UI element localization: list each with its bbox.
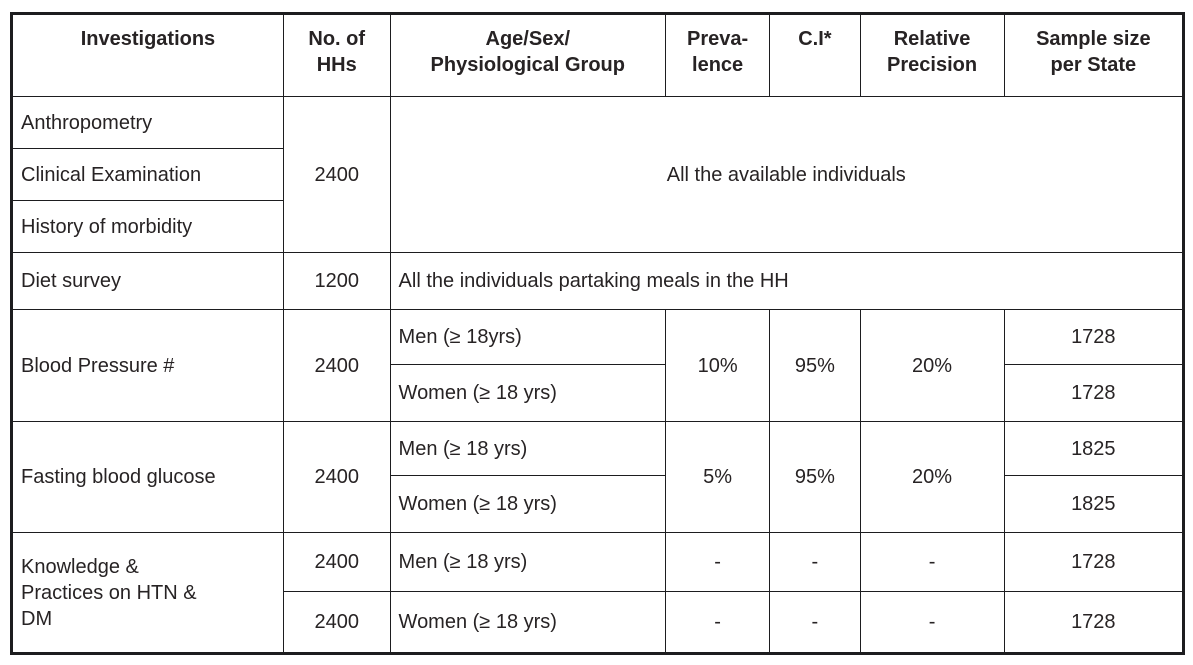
cell-clinical-examination: Clinical Examination (11, 148, 284, 201)
header-row: Investigations No. of HHs Age/Sex/ Physi… (11, 13, 1185, 97)
cell-knowledge-women-sample: 1728 (1003, 591, 1185, 654)
col-header-no-of-hhs: No. of HHs (282, 13, 391, 97)
cell-knowledge-women-relative-precision: - (859, 591, 1005, 654)
cell-knowledge-men-relative-precision: - (859, 532, 1005, 592)
cell-knowledge-women-prevalence: - (664, 591, 771, 654)
cell-fbg-hhs: 2400 (282, 421, 391, 533)
row-history-of-morbidity: History of morbidity (11, 200, 1184, 253)
col-header-relative-precision: Relative Precision (859, 13, 1005, 97)
cell-all-available-note: All the available individuals (389, 96, 1185, 253)
col-header-sample-size: Sample size per State (1003, 13, 1185, 97)
cell-bp-hhs: 2400 (282, 309, 391, 422)
cell-diet-note: All the individuals partaking meals in t… (389, 252, 1185, 310)
col-header-ci: C.I* (769, 13, 861, 97)
cell-knowledge-men-ci: - (769, 532, 861, 592)
cell-bp-women-group: Women (≥ 18 yrs) (389, 364, 666, 422)
row-blood-pressure-men: Blood Pressure # 2400 Men (≥ 18yrs) 10% … (11, 309, 1185, 422)
row-diet-survey: Diet survey 1200 All the individuals par… (11, 252, 1185, 310)
cell-knowledge-men-sample: 1728 (1003, 532, 1185, 592)
row-fasting-glucose-men: Fasting blood glucose 2400 Men (≥ 18 yrs… (11, 421, 1185, 533)
col-header-age-sex-group: Age/Sex/ Physiological Group (389, 13, 666, 97)
cell-bp-men-group: Men (≥ 18yrs) (389, 309, 666, 365)
cell-bp-ci: 95% (769, 309, 861, 422)
cell-fbg-prevalence: 5% (664, 421, 771, 533)
cell-anthropometry: Anthropometry (11, 96, 284, 149)
survey-sampling-table: Investigations No. of HHs Age/Sex/ Physi… (10, 12, 1185, 655)
cell-knowledge-men-prevalence: - (664, 532, 771, 592)
row-clinical-examination: Clinical Examination (11, 148, 1184, 201)
cell-anthro-group-hhs: 2400 (282, 96, 391, 253)
cell-bp-investigation: Blood Pressure # (11, 309, 284, 422)
cell-knowledge-women-hhs: 2400 (282, 591, 391, 654)
cell-diet-hhs: 1200 (282, 252, 391, 310)
row-fasting-glucose-women: Women (≥ 18 yrs) 1825 (12, 475, 1185, 533)
cell-fbg-ci: 95% (769, 421, 861, 533)
cell-fbg-relative-precision: 20% (859, 421, 1005, 533)
cell-bp-prevalence: 10% (664, 309, 771, 422)
cell-knowledge-women-group: Women (≥ 18 yrs) (389, 591, 666, 654)
cell-fbg-women-group: Women (≥ 18 yrs) (389, 475, 666, 533)
cell-bp-men-sample: 1728 (1003, 309, 1185, 365)
col-header-prevalence: Preva- lence (664, 13, 771, 97)
row-anthropometry: Anthropometry 2400 All the available ind… (11, 96, 1185, 253)
cell-knowledge-men-hhs: 2400 (282, 532, 391, 592)
cell-fbg-investigation: Fasting blood glucose (11, 421, 284, 533)
cell-knowledge-women-ci: - (769, 591, 861, 654)
col-header-investigations: Investigations (11, 13, 284, 97)
cell-fbg-men-sample: 1825 (1003, 421, 1185, 476)
cell-knowledge-investigation: Knowledge & Practices on HTN & DM (11, 532, 284, 654)
cell-knowledge-men-group: Men (≥ 18 yrs) (389, 532, 666, 592)
cell-bp-relative-precision: 20% (859, 309, 1005, 422)
cell-history-of-morbidity: History of morbidity (11, 200, 284, 253)
row-knowledge-women: 2400 Women (≥ 18 yrs) - - - 1728 (12, 591, 1185, 654)
cell-fbg-men-group: Men (≥ 18 yrs) (389, 421, 666, 476)
cell-fbg-women-sample: 1825 (1003, 475, 1185, 533)
cell-diet-survey: Diet survey (11, 252, 284, 310)
cell-bp-women-sample: 1728 (1003, 364, 1185, 422)
row-knowledge-men: Knowledge & Practices on HTN & DM 2400 M… (11, 532, 1185, 654)
